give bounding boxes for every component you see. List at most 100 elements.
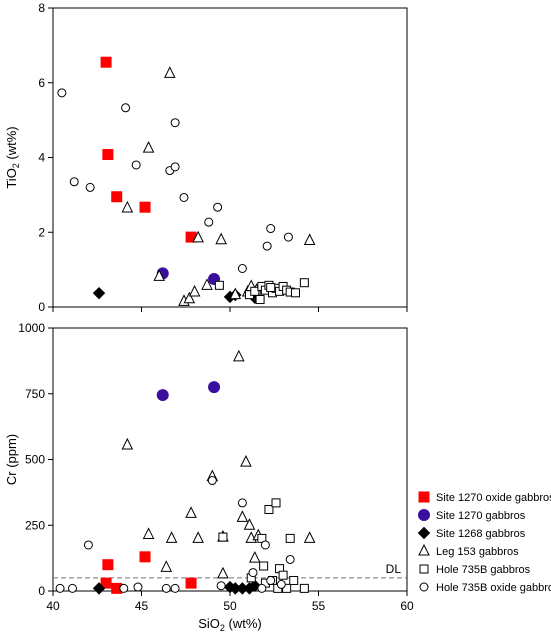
data-point-site1270-oxide (185, 577, 197, 589)
y-axis-label: Cr (ppm) (4, 434, 19, 485)
data-point-leg153 (248, 551, 261, 563)
data-point-site1270-oxide (102, 559, 114, 571)
y-tick-label: 8 (38, 1, 45, 15)
data-point-leg153 (121, 200, 134, 213)
data-point-hole735b (289, 575, 299, 585)
legend: Site 1270 oxide gabbros Site 1270 gabbros… (417, 491, 551, 594)
data-point-leg153 (142, 527, 155, 539)
legend-label: Site 1270 oxide gabbros (436, 492, 551, 504)
data-point-hole735b (255, 295, 265, 305)
data-point-leg153 (243, 518, 256, 530)
data-point-site1270-oxide (100, 577, 112, 589)
y-tick-label: 1000 (18, 321, 45, 335)
y-tick-label: 500 (25, 453, 45, 467)
data-point-leg153 (153, 269, 166, 281)
data-point-hole735b-oxide (57, 88, 67, 98)
legend-label: Hole 735B gabbros (436, 564, 531, 576)
data-point-hole735b-oxide (266, 575, 276, 585)
data-point-hole735b-oxide (213, 202, 223, 212)
legend-label: Site 1268 gabbros (436, 528, 526, 540)
data-point-hole735b (259, 561, 269, 571)
data-point-hole735b-oxide (283, 232, 293, 242)
data-point-leg153 (303, 233, 316, 245)
legend-marker-hole735b (419, 564, 429, 574)
data-point-hole735b-oxide (266, 224, 276, 234)
data-point-leg153 (121, 437, 134, 450)
data-point-hole735b-oxide (170, 162, 180, 172)
data-point-hole735b (218, 532, 228, 542)
data-point-hole735b-oxide (204, 217, 214, 227)
data-point-site1270-oxide (139, 551, 151, 563)
y-tick-label: 250 (25, 518, 45, 532)
data-point-hole735b-oxide (131, 160, 141, 170)
data-point-hole735b-oxide (161, 583, 171, 593)
data-point-hole735b-oxide (119, 583, 129, 593)
legend-label: Hole 735B oxide gabbros (436, 582, 551, 594)
data-point-hole735b (264, 504, 274, 514)
data-point-leg153 (303, 531, 316, 543)
detection-limit-label: DL (386, 562, 402, 576)
data-point-leg153 (229, 287, 242, 300)
y-tick-label: 0 (38, 584, 45, 598)
x-tick-label: 45 (135, 599, 149, 613)
data-point-hole735b (285, 533, 295, 543)
x-axis-label: SiO2 (wt%) (198, 616, 262, 633)
y-tick-label: 4 (38, 151, 45, 165)
data-point-hole735b-oxide (179, 192, 189, 202)
data-point-leg153 (201, 278, 213, 290)
data-point-hole735b-oxide (248, 568, 258, 578)
data-point-leg153 (164, 66, 176, 78)
x-tick-label: 40 (46, 599, 60, 613)
data-point-hole735b (214, 280, 224, 290)
data-point-site1268 (92, 286, 106, 300)
data-point-hole735b-oxide (85, 182, 95, 192)
data-point-hole735b (266, 283, 276, 293)
y-tick-label: 750 (25, 387, 45, 401)
data-point-hole735b (271, 498, 281, 508)
x-tick-label: 55 (312, 599, 326, 613)
legend-label: Site 1270 gabbros (436, 510, 526, 522)
data-point-leg153 (236, 510, 249, 522)
plot-frame (52, 327, 408, 592)
data-point-leg153 (160, 560, 173, 572)
data-point-leg153 (165, 531, 178, 543)
data-point-site1270-oxide (139, 201, 151, 213)
legend-label: Leg 153 gabbros (436, 546, 519, 558)
legend-marker-leg153 (418, 543, 430, 556)
data-point-hole735b-oxide (69, 177, 79, 187)
data-point-hole735b (299, 583, 309, 593)
data-point-hole735b-oxide (83, 540, 93, 550)
x-tick-label: 50 (223, 599, 237, 613)
data-point-leg153 (240, 455, 252, 467)
data-point-leg153 (183, 291, 196, 304)
data-point-hole735b-oxide (170, 583, 180, 593)
data-point-site1270-oxide (111, 191, 123, 203)
data-point-leg153 (192, 230, 204, 243)
data-point-leg153 (215, 232, 227, 245)
data-point-hole735b-oxide (237, 264, 247, 274)
data-point-hole735b (278, 570, 288, 580)
data-point-hole735b-oxide (133, 582, 143, 592)
data-point-site1270-gabbro (208, 381, 221, 394)
data-point-hole735b (290, 288, 300, 298)
legend-marker-site1268 (417, 526, 431, 540)
data-point-leg153 (233, 349, 245, 362)
y-tick-label: 0 (38, 300, 45, 314)
data-point-hole735b-oxide (67, 583, 77, 593)
data-point-hole735b-oxide (170, 118, 180, 128)
legend-marker-hole735b-oxide (419, 582, 429, 592)
data-point-leg153 (217, 566, 229, 579)
y-tick-label: 6 (38, 76, 45, 90)
data-point-hole735b-oxide (121, 103, 131, 113)
legend-marker-site1270-oxide (418, 491, 430, 503)
data-point-hole735b-oxide (55, 583, 65, 593)
data-point-hole735b-oxide (276, 579, 286, 589)
data-point-leg153 (185, 506, 197, 518)
data-point-site1270-gabbro (156, 389, 169, 402)
data-point-hole735b-oxide (207, 476, 217, 486)
data-point-site1268 (92, 582, 106, 595)
data-point-hole735b-oxide (285, 554, 295, 564)
data-point-hole735b (250, 286, 260, 296)
x-tick-label: 60 (400, 599, 414, 613)
